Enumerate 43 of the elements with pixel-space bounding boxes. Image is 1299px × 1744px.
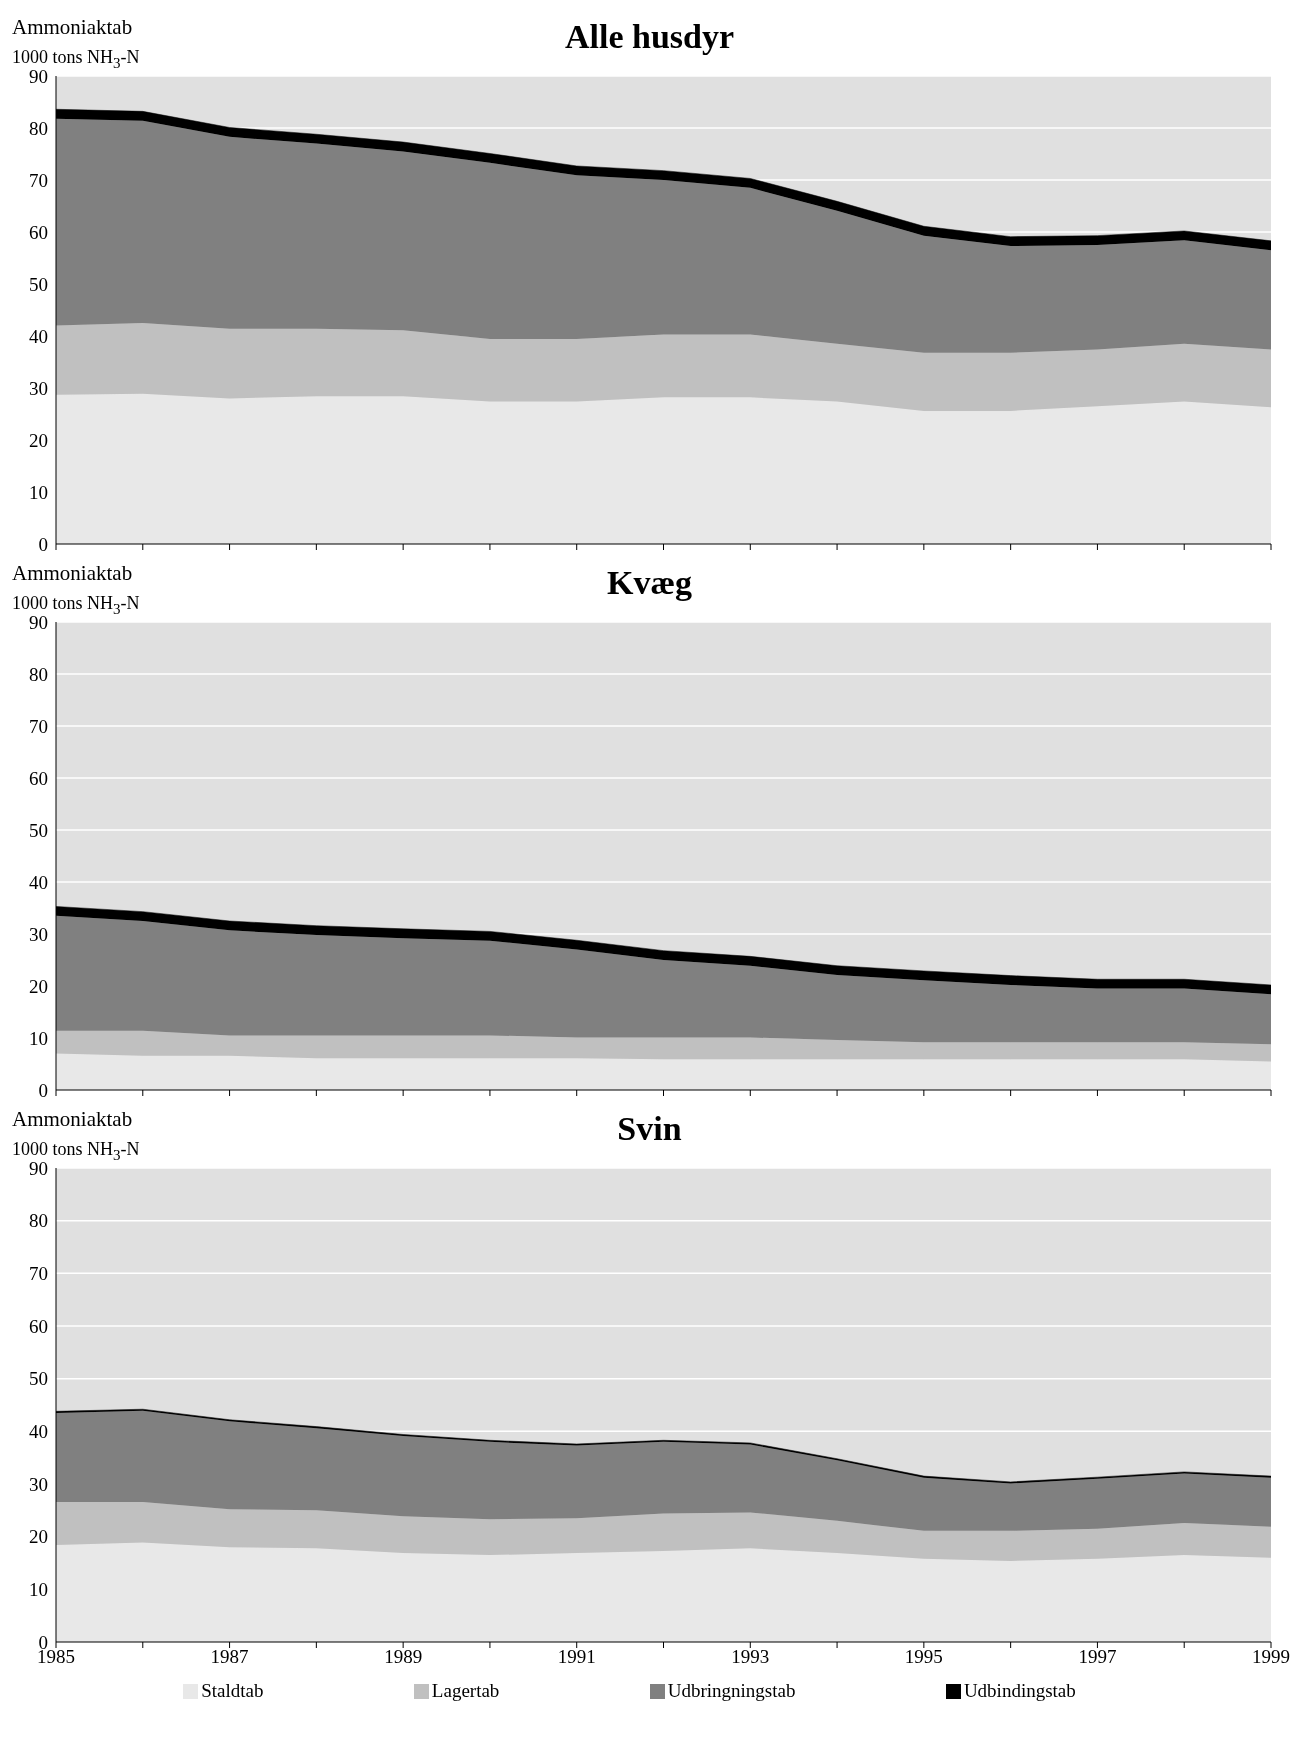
y-tick-label: 80 (29, 117, 48, 139)
y-tick-label: 40 (29, 1421, 48, 1443)
y-tick-label: 10 (29, 481, 48, 503)
y-tick-label: 80 (29, 663, 48, 685)
y-tick-label: 60 (29, 767, 48, 789)
chart-title: Svin (617, 1110, 682, 1147)
x-tick-label: 1997 (1078, 1646, 1117, 1668)
y-tick-label: 40 (29, 325, 48, 347)
y-tick-label: 50 (29, 273, 48, 295)
y-tick-label: 30 (29, 923, 48, 945)
y-tick-label: 0 (38, 1079, 48, 1101)
y-tick-label: 20 (29, 975, 48, 997)
x-tick-label: 1999 (1252, 1646, 1290, 1668)
legend-label: Udbringningstab (667, 1680, 796, 1702)
y-tick-label: 90 (29, 1157, 48, 1179)
x-tick-label: 1989 (384, 1646, 423, 1668)
legend-label: Lagertab (431, 1680, 500, 1702)
y-tick-label: 60 (29, 221, 48, 243)
legend-label: Staldtab (201, 1680, 264, 1702)
chart-title: Alle husdyr (564, 18, 735, 55)
x-tick-label: 1993 (731, 1646, 770, 1668)
y-tick-label: 20 (29, 429, 48, 451)
y-tick-label: 80 (29, 1210, 48, 1232)
y-tick-label: 50 (29, 819, 48, 841)
chart-title: Kvæg (607, 564, 692, 601)
y-tick-label: 90 (29, 611, 48, 633)
x-tick-label: 1987 (210, 1646, 249, 1668)
y-tick-label: 70 (29, 715, 48, 737)
y-tick-label: 90 (29, 65, 48, 87)
y-tick-label: 70 (29, 1263, 48, 1285)
y-tick-label: 70 (29, 169, 48, 191)
legend-label: Udbindingstab (963, 1680, 1076, 1702)
y-tick-label: 40 (29, 871, 48, 893)
x-tick-label: 1991 (557, 1646, 596, 1668)
y-tick-label: 20 (29, 1526, 48, 1548)
y-tick-label: 50 (29, 1368, 48, 1390)
y-tick-label: 30 (29, 1473, 48, 1495)
y-tick-label: 30 (29, 377, 48, 399)
y-tick-label: 0 (38, 533, 48, 555)
x-tick-label: 1995 (904, 1646, 943, 1668)
y-tick-label: 60 (29, 1315, 48, 1337)
y-tick-label: 10 (29, 1579, 48, 1601)
y-tick-label: 10 (29, 1027, 48, 1049)
